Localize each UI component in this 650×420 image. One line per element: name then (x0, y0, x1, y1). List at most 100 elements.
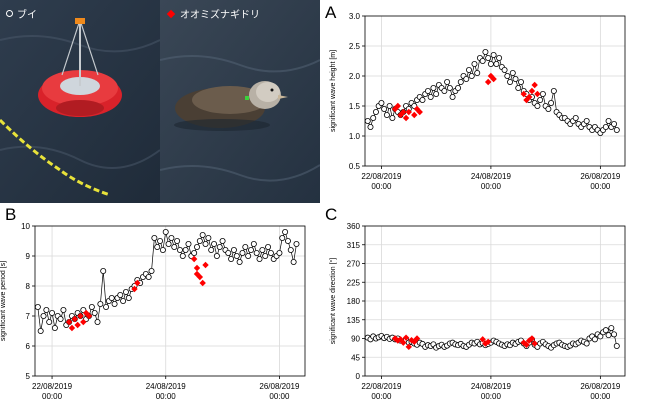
buoy-point (550, 88, 557, 95)
buoy-point (482, 49, 489, 56)
y-tick-label: 2.5 (349, 42, 361, 51)
buoy-point (242, 243, 249, 250)
buoy-point (111, 301, 118, 308)
buoy-point (539, 91, 546, 98)
buoy-point (381, 106, 388, 113)
buoy-point (171, 243, 178, 250)
bird-point (65, 318, 73, 326)
bird-label: オオミズナギドリ (180, 10, 260, 21)
y-axis-title: significant wave period [s] (0, 261, 7, 341)
buoy-point (583, 340, 590, 347)
bird-point (490, 75, 497, 83)
buoy-point (386, 103, 393, 110)
buoy-photo-image (0, 0, 160, 203)
buoy-point (602, 124, 609, 131)
bird-point (482, 340, 489, 347)
y-axis-title: significant wave height [m] (330, 50, 337, 132)
buoy-point (611, 121, 618, 128)
bird-point (528, 87, 536, 95)
bird-point (71, 315, 78, 323)
buoy-point (504, 73, 511, 80)
bird-point (484, 78, 492, 86)
buoy-point (457, 79, 464, 86)
y-tick-label: 8 (26, 282, 31, 291)
buoy-point (441, 88, 448, 95)
y-tick-label: 6 (26, 342, 31, 351)
buoy-point (284, 237, 291, 244)
x-tick-label: 24/08/2019 (146, 382, 187, 391)
x-tick-label: 00:00 (371, 392, 392, 401)
bird-point (400, 108, 407, 116)
buoy-point (219, 237, 226, 244)
buoy-point (276, 249, 283, 256)
x-tick-label: 26/08/2019 (580, 382, 621, 391)
buoy-point (597, 333, 604, 340)
x-tick-label: 24/08/2019 (471, 172, 512, 181)
buoy-point (165, 240, 172, 247)
buoy-point (57, 316, 64, 323)
buoy-point (216, 243, 223, 250)
x-tick-label: 00:00 (590, 392, 611, 401)
bird-point (85, 312, 93, 320)
buoy-point (159, 246, 166, 253)
buoy-point (225, 249, 232, 256)
x-tick-label: 00:00 (269, 392, 290, 401)
buoy-point (151, 234, 158, 241)
x-tick-label: 00:00 (481, 392, 502, 401)
x-tick-label: 26/08/2019 (259, 382, 300, 391)
buoy-point (364, 118, 371, 125)
buoy-point (279, 234, 286, 241)
y-tick-label: 135 (347, 316, 361, 325)
bird-point (402, 114, 410, 122)
x-tick-label: 22/08/2019 (361, 382, 402, 391)
y-tick-label: 0.5 (349, 162, 361, 171)
chart-wave-period: 567891022/08/201900:0024/08/201900:0026/… (0, 222, 306, 401)
y-tick-label: 90 (351, 335, 360, 344)
bird-point (400, 339, 407, 346)
buoy-point (205, 234, 212, 241)
plot-area: 567891022/08/201900:0024/08/201900:0026/… (0, 222, 306, 401)
buoy-point (40, 313, 47, 320)
buoy-point (168, 234, 175, 241)
buoy-point (179, 252, 186, 259)
bird-point (77, 312, 84, 320)
buoy-point (213, 252, 220, 259)
buoy-point (91, 310, 98, 317)
bird-point (74, 321, 81, 329)
buoy-point (367, 124, 374, 131)
buoy-point (176, 246, 183, 253)
buoy-point (370, 115, 377, 122)
buoy-point (449, 94, 456, 101)
y-tick-label: 45 (351, 353, 360, 362)
chart-wave-direction: 0459013518022527031536022/08/201900:0024… (329, 222, 626, 401)
bird-point (405, 108, 412, 116)
buoy-point (608, 325, 615, 332)
x-tick-label: 22/08/2019 (32, 382, 73, 391)
x-tick-label: 00:00 (156, 392, 177, 401)
plot-frame (34, 225, 306, 377)
bird-point (68, 324, 76, 332)
plot-frame (364, 15, 626, 167)
buoy-point (515, 85, 522, 92)
x-tick-label: 22/08/2019 (361, 172, 402, 181)
y-tick-label: 180 (347, 297, 361, 306)
buoy-label: ブイ (17, 10, 37, 21)
buoy-point (230, 246, 237, 253)
buoy-point (122, 289, 129, 296)
buoy-point (613, 127, 620, 134)
bird-point (413, 335, 421, 342)
bird-point (134, 279, 141, 287)
buoy-point (43, 307, 50, 314)
buoy-point (572, 115, 579, 122)
buoy-point (199, 232, 206, 238)
buoy-point (537, 97, 544, 104)
buoy-point (108, 295, 115, 302)
y-axis-title: significant wave direction [°] (329, 258, 337, 345)
buoy-point (463, 76, 470, 83)
buoy-point (125, 295, 132, 302)
bird-point (531, 81, 538, 89)
buoy-point (236, 259, 243, 266)
buoy-point (605, 118, 612, 125)
buoy-point (517, 79, 524, 86)
buoy-point (287, 246, 294, 253)
